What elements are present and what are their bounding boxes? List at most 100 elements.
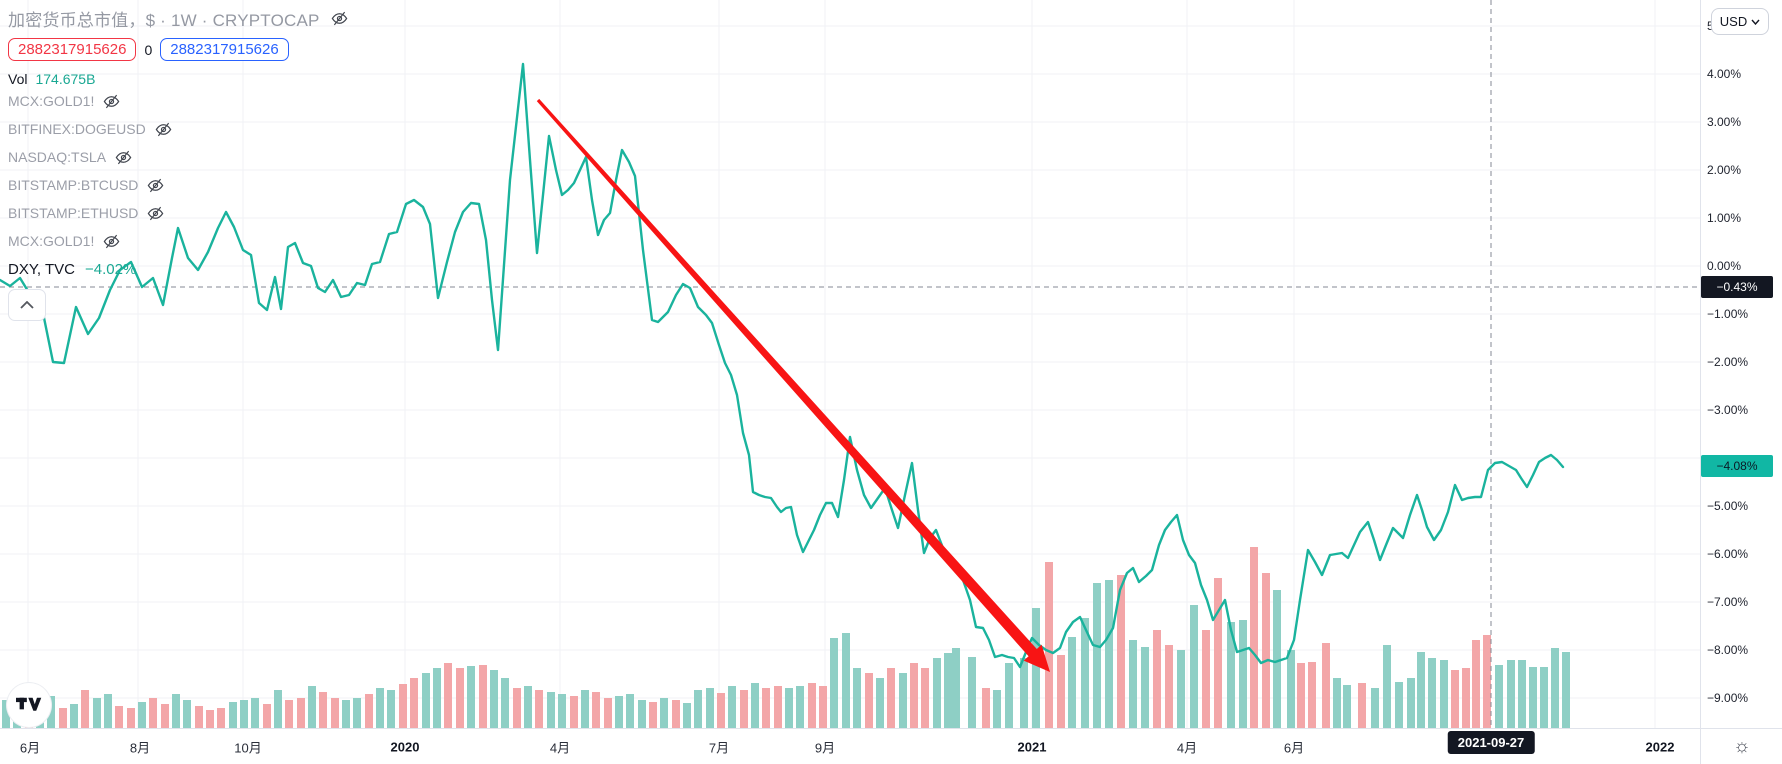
- volume-bar: [1428, 658, 1436, 728]
- volume-bar: [1165, 645, 1173, 728]
- hidden-symbol-list: MCX:GOLD1! BITFINEX:DOGEUSD NASDAQ:TSLA BIT…: [8, 87, 349, 255]
- hidden-symbol-row[interactable]: MCX:GOLD1!: [8, 87, 349, 115]
- volume-bar: [728, 686, 736, 728]
- volume-bar: [982, 688, 990, 728]
- volume-bar: [649, 702, 657, 728]
- time-tick-label: 2020: [390, 739, 420, 755]
- settings-icon[interactable]: ☼: [1733, 736, 1751, 757]
- volume-bar: [308, 686, 316, 728]
- price-tick-label: −5.00%: [1707, 499, 1749, 513]
- price-line: [0, 62, 1565, 669]
- price-tick-label: −2.00%: [1707, 355, 1749, 369]
- volume-bar: [876, 678, 884, 728]
- volume-bar: [93, 698, 101, 728]
- volume-bar: [399, 684, 407, 728]
- volume-bar: [952, 648, 960, 728]
- volume-bar: [933, 658, 941, 728]
- overlay-symbol-name: DXY, TVC: [8, 260, 75, 278]
- time-tick-label: 2021: [1017, 739, 1047, 755]
- price-tick-label: 3.00%: [1707, 115, 1742, 129]
- overlay-symbol-row[interactable]: DXY, TVC −4.02%: [8, 255, 349, 283]
- volume-bar: [604, 698, 612, 728]
- volume-bar: [1214, 578, 1222, 728]
- hidden-symbol-label: BITSTAMP:BTCUSD: [8, 177, 139, 193]
- volume-bar: [808, 683, 816, 728]
- volume-bar: [1343, 685, 1351, 728]
- currency-unit-button[interactable]: USD: [1711, 8, 1769, 35]
- volume-bar: [240, 700, 248, 728]
- volume-bar: [1273, 590, 1281, 728]
- volume-bar: [1371, 688, 1379, 728]
- volume-bar: [706, 688, 714, 728]
- time-axis[interactable]: 6月 8月 10月 2020 4月 7月 9月 2021 4月 6月 2022 2021-09-27: [0, 728, 1700, 764]
- volume-bar: [1202, 630, 1210, 728]
- price-tick-label: −1.00%: [1707, 307, 1749, 321]
- volume-bar: [1562, 652, 1570, 728]
- volume-bar: [274, 690, 282, 728]
- legend-collapse-button[interactable]: [8, 289, 46, 321]
- volume-bar: [1451, 670, 1459, 728]
- volume-bar: [422, 673, 430, 728]
- volume-bar: [842, 633, 850, 728]
- price-tick-label: 0.00%: [1707, 259, 1742, 273]
- hidden-symbol-label: BITSTAMP:ETHUSD: [8, 205, 139, 221]
- volume-bar: [1177, 650, 1185, 728]
- hidden-symbol-row[interactable]: NASDAQ:TSLA: [8, 143, 349, 171]
- eye-off-icon: [155, 122, 172, 136]
- hidden-symbol-label: MCX:GOLD1!: [8, 233, 95, 249]
- eye-off-icon: [148, 178, 164, 192]
- value-middle: 0: [144, 41, 153, 58]
- hidden-symbol-row[interactable]: MCX:GOLD1!: [8, 227, 349, 255]
- volume-bar: [944, 653, 952, 728]
- volume-bar: [229, 702, 237, 728]
- price-axis[interactable]: 5.00%4.00%3.00%2.00%1.00%0.00%−1.00%−2.0…: [1700, 0, 1782, 728]
- volume-bar: [1358, 683, 1366, 728]
- volume-bar: [161, 704, 169, 728]
- volume-bar: [887, 668, 895, 728]
- volume-bar: [1417, 652, 1425, 728]
- volume-bar: [785, 688, 793, 728]
- price-tick-label: −7.00%: [1707, 595, 1749, 609]
- volume-bar: [740, 690, 748, 728]
- hidden-symbol-row[interactable]: BITFINEX:DOGEUSD: [8, 115, 349, 143]
- volume-bar: [774, 686, 782, 728]
- volume-bar: [172, 694, 180, 728]
- volume-bar: [762, 688, 770, 728]
- volume-bar: [626, 694, 634, 728]
- value-box-open[interactable]: 2882317915626: [8, 38, 137, 61]
- volume-bar: [319, 692, 327, 728]
- volume-bar: [524, 686, 532, 728]
- hidden-symbol-row[interactable]: BITSTAMP:BTCUSD: [8, 171, 349, 199]
- volume-bar: [479, 665, 487, 728]
- volume-row: Vol 174.675B: [8, 71, 349, 87]
- eye-off-icon[interactable]: [330, 9, 349, 28]
- volume-bar: [1333, 678, 1341, 728]
- volume-bar: [615, 696, 623, 728]
- volume-bar: [660, 698, 668, 728]
- time-tick-label: 6月: [1283, 740, 1305, 756]
- price-tick-label: 4.00%: [1707, 67, 1742, 81]
- volume-bar: [149, 698, 157, 728]
- volume-bar: [581, 690, 589, 728]
- price-tick-label: −8.00%: [1707, 643, 1749, 657]
- time-tick-label: 6月: [19, 740, 41, 756]
- chart-plot-area[interactable]: [0, 0, 1700, 728]
- time-tick-label: 7月: [708, 740, 730, 756]
- volume-bar: [899, 673, 907, 728]
- volume-bar: [547, 692, 555, 728]
- price-badge: −4.08%: [1701, 455, 1773, 477]
- hidden-symbol-row[interactable]: BITSTAMP:ETHUSD: [8, 199, 349, 227]
- volume-bar: [993, 690, 1001, 728]
- volume-bar: [1250, 547, 1258, 728]
- volume-bar: [1081, 618, 1089, 728]
- symbol-title[interactable]: 加密货币总市值，$ · 1W · CRYPTOCAP: [8, 11, 320, 30]
- volume-bar: [694, 690, 702, 728]
- volume-bar: [1407, 678, 1415, 728]
- volume-bar: [70, 704, 78, 728]
- value-box-close[interactable]: 2882317915626: [160, 38, 289, 61]
- chevron-down-icon: [1751, 19, 1760, 25]
- volume-bar: [1057, 655, 1065, 728]
- volume-bar: [865, 673, 873, 728]
- volume-bar: [910, 663, 918, 728]
- tradingview-logo[interactable]: [7, 683, 51, 727]
